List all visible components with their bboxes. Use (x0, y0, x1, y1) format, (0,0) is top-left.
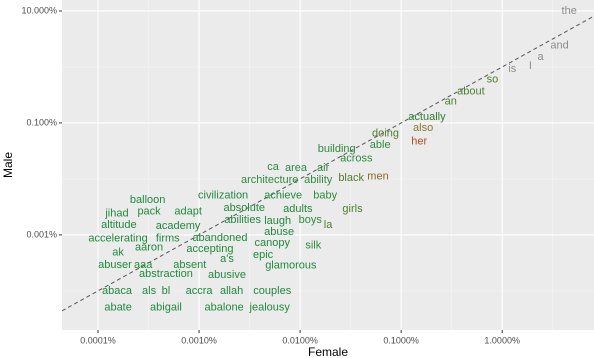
word-point: jealousy (249, 302, 291, 314)
plot-panel (62, 0, 594, 330)
word-point: aaron (135, 242, 163, 254)
reference-line (61, 15, 594, 312)
word-point: firms (156, 233, 180, 245)
word-point: civilization (198, 190, 248, 202)
word-point: aaa (134, 259, 153, 271)
word-point: adapt (174, 206, 202, 218)
word-point: abalone (205, 302, 244, 314)
word-point: silk (305, 240, 321, 252)
word-point: able (370, 139, 391, 151)
word-point: adults (283, 203, 313, 215)
word-point: abandoned (192, 232, 247, 244)
word-point: her (411, 136, 427, 148)
y-tick-label: 0.001% (26, 229, 57, 239)
word-point: and (550, 40, 568, 52)
word-point: abate (104, 302, 132, 314)
word-point: an (445, 96, 457, 108)
word-point: black (338, 172, 364, 184)
word-point: so (487, 74, 499, 86)
word-point: accelerating (88, 233, 147, 245)
word-point: ability (304, 174, 333, 186)
word-point: absent (173, 259, 206, 271)
word-point: air (317, 162, 330, 174)
word-point: balloon (130, 194, 165, 206)
word-point: academy (156, 220, 201, 232)
word-point: the (562, 5, 577, 17)
x-tick-label: 1.0000% (484, 335, 520, 345)
word-point: ca (267, 161, 280, 173)
x-tick-label: 0.1000% (383, 335, 419, 345)
word-point: actually (408, 111, 446, 123)
y-tick-label: 10.000% (21, 5, 57, 15)
word-point: achieve (264, 190, 302, 202)
word-point: abusive (208, 269, 246, 281)
word-point: la (324, 219, 333, 231)
word-point: accra (186, 285, 214, 297)
word-point: girls (342, 203, 363, 215)
word-point: ak (112, 247, 124, 259)
word-point: a (538, 51, 545, 63)
word-point: absolute (223, 202, 265, 214)
x-tick-label: 0.0010% (181, 335, 217, 345)
word-point: about (457, 86, 485, 98)
word-point: men (367, 171, 388, 183)
word-point: epic (253, 249, 274, 261)
word-point: also (413, 122, 433, 134)
y-tick-label: 0.100% (26, 117, 57, 127)
x-tick-label: 0.0100% (282, 335, 318, 345)
x-tick-label: 0.0001% (80, 335, 116, 345)
word-point: accepting (186, 243, 233, 255)
word-point: canopy (255, 237, 291, 249)
word-point: abilities (224, 214, 261, 226)
word-point: architecture (241, 174, 298, 186)
word-point: abigail (150, 302, 182, 314)
word-point: abaca (102, 285, 133, 297)
word-point: baby (313, 190, 337, 202)
word-point: I (529, 60, 532, 72)
word-point: across (340, 153, 373, 165)
word-point: is (508, 63, 516, 75)
word-point: boys (299, 214, 323, 226)
word-point: abstraction (139, 268, 193, 280)
word-point: abuser (98, 259, 132, 271)
word-point: building (318, 143, 356, 155)
word-point: pack (137, 206, 161, 218)
word-point: abuse (264, 226, 294, 238)
word-point: couples (253, 285, 291, 297)
word-point: allah (220, 285, 243, 297)
word-point: altitude (101, 219, 136, 231)
x-axis-title: Female (308, 345, 348, 358)
word-point: laugh (264, 215, 291, 227)
word-point: jihad (104, 208, 128, 220)
word-point: doing (372, 128, 399, 140)
word-point: glamorous (265, 260, 317, 272)
word-point: als (142, 285, 157, 297)
y-axis-title: Male (1, 152, 15, 178)
word-point: area (285, 162, 308, 174)
word-point: a's (220, 253, 234, 265)
word-point: bl (162, 285, 171, 297)
